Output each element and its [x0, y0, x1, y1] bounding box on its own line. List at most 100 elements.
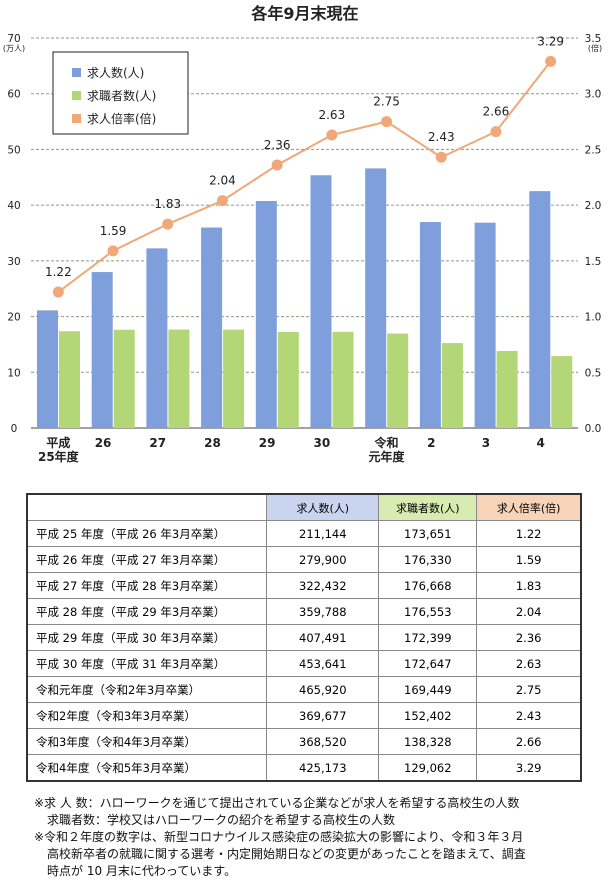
chart: 各年9月末現在 0 0.0 10 0.5 20 1.0 30 1.5 40 2.0 50 2.5 60 3.…: [3, 4, 602, 464]
table-row: 平成 27 年度（平成 28 年3月卒業） 322,432 176,668 1.83: [26, 572, 582, 599]
row-label: 令和3年度（令和4年3月卒業）: [26, 728, 268, 755]
right-tick-label: 2.0: [585, 200, 602, 212]
table-row: 令和元年度（令和2年3月卒業） 465,920 169,449 2.75: [26, 676, 582, 703]
data-table: 求人数(人) 求職者数(人) 求人倍率(倍) 平成 25 年度（平成 26 年3月卒…: [26, 493, 582, 782]
right-tick-label: 0.0: [585, 423, 602, 435]
table-cell: 369,677: [266, 702, 380, 729]
ratio-label: 2.04: [209, 174, 236, 188]
column-header: 求人倍率(倍): [476, 493, 582, 521]
table-cell: 368,520: [266, 728, 380, 755]
column-header: 求人数(人): [266, 493, 380, 521]
row-label: 平成 26 年度（平成 27 年3月卒業）: [26, 546, 268, 573]
row-label: 令和4年度（令和5年3月卒業）: [26, 754, 268, 782]
bar-job-openings: [365, 168, 387, 428]
table-cell: 138,328: [378, 728, 478, 755]
table-cell: 1.59: [476, 546, 582, 573]
row-label: 令和元年度（令和2年3月卒業）: [26, 676, 268, 703]
ratio-point: [490, 126, 502, 138]
bar-job-seekers: [277, 331, 299, 428]
right-tick-label: 2.5: [585, 144, 602, 156]
x-tick-label: 4: [536, 436, 544, 450]
legend-box: [52, 51, 189, 135]
table-cell: 129,062: [378, 754, 478, 782]
ratio-point: [52, 286, 64, 298]
right-axis-unit: (倍): [588, 43, 602, 53]
note-3: ※令和２年度の数字は、新型コロナウイルス感染症の感染拡大の影響により、令和３年３…: [34, 830, 524, 844]
ratio-label: 2.75: [373, 95, 400, 109]
table-row: 令和3年度（令和4年3月卒業） 368,520 138,328 2.66: [26, 728, 582, 755]
ratio-label: 2.36: [264, 138, 291, 152]
table-cell: 1.83: [476, 572, 582, 599]
legend-label: 求人数(人): [87, 65, 144, 80]
left-tick-label: 50: [7, 144, 20, 156]
row-label: 平成 30 年度（平成 31 年3月卒業）: [26, 650, 268, 677]
bar-job-seekers: [551, 356, 573, 428]
right-tick-label: 0.5: [585, 367, 602, 379]
bar-job-seekers: [496, 350, 518, 428]
left-tick-label: 40: [7, 200, 20, 212]
left-tick-label: 0: [11, 423, 18, 435]
table-cell: 2.63: [476, 650, 582, 677]
bar-job-seekers: [441, 343, 463, 428]
table-cell: 176,553: [378, 598, 478, 625]
table-cell: 2.04: [476, 598, 582, 625]
bar-job-seekers: [332, 331, 354, 428]
table-row: 令和4年度（令和5年3月卒業） 425,173 129,062 3.29: [26, 754, 582, 782]
row-label: 平成 28 年度（平成 29 年3月卒業）: [26, 598, 268, 625]
bar-job-seekers: [113, 329, 135, 428]
table-header-row: 求人数(人) 求職者数(人) 求人倍率(倍): [26, 493, 582, 521]
table-cell: 152,402: [378, 702, 478, 729]
table-cell: 211,144: [266, 520, 380, 547]
ratio-label: 1.22: [45, 265, 72, 279]
x-tick-label: 3: [482, 436, 490, 450]
table-cell: 2.75: [476, 676, 582, 703]
right-tick-label: 1.0: [585, 312, 602, 324]
table-row: 平成 30 年度（平成 31 年3月卒業） 453,641 172,647 2.63: [26, 650, 582, 677]
right-tick-label: 1.5: [585, 256, 602, 268]
ratio-label: 1.83: [154, 197, 181, 211]
right-tick-label: 3.5: [585, 33, 602, 45]
bar-job-openings: [529, 191, 551, 428]
bar-job-openings: [474, 222, 496, 428]
ratio-point: [381, 116, 393, 128]
footnotes: ※求 人 数：ハローワークを通じて提出されている企業などが求人を希望する高校生の…: [34, 795, 526, 880]
legend-swatch: [72, 68, 81, 77]
bar-job-openings: [255, 200, 277, 428]
table-cell: 425,173: [266, 754, 380, 782]
table-cell: 322,432: [266, 572, 380, 599]
table-cell: 2.66: [476, 728, 582, 755]
ratio-point: [216, 195, 228, 207]
bar-job-openings: [419, 222, 441, 428]
left-tick-label: 60: [7, 89, 20, 101]
table-cell: 2.36: [476, 624, 582, 651]
table-row: 令和2年度（令和3年3月卒業） 369,677 152,402 2.43: [26, 702, 582, 729]
ratio-point: [326, 129, 338, 141]
bar-job-seekers: [387, 333, 409, 428]
bar-job-seekers: [223, 329, 245, 428]
left-tick-label: 70: [7, 33, 20, 45]
legend-swatch: [72, 114, 81, 123]
table-row: 平成 26 年度（平成 27 年3月卒業） 279,900 176,330 1.59: [26, 546, 582, 573]
table-cell: 359,788: [266, 598, 380, 625]
legend-label: 求人倍率(倍): [87, 111, 156, 126]
row-label: 平成 25 年度（平成 26 年3月卒業）: [26, 520, 268, 547]
note-5: 時点が 10 月末に代わっています。: [47, 864, 237, 878]
table-row: 平成 29 年度（平成 30 年3月卒業） 407,491 172,399 2.36: [26, 624, 582, 651]
left-tick-label: 30: [7, 256, 20, 268]
table-cell: 2.43: [476, 702, 582, 729]
ratio-point: [162, 218, 174, 230]
x-tick-label: 25年度: [38, 449, 80, 464]
table-cell: 279,900: [266, 546, 380, 573]
table-row: 平成 25 年度（平成 26 年3月卒業） 211,144 173,651 1.22: [26, 520, 582, 547]
x-tick-label: 28: [204, 436, 221, 450]
ratio-point: [271, 159, 283, 171]
legend-label: 求職者数(人): [87, 88, 156, 103]
ratio-line: [57, 60, 552, 293]
table-cell: 1.22: [476, 520, 582, 547]
ratio-label: 2.63: [318, 108, 345, 122]
table-cell: 176,330: [378, 546, 478, 573]
x-tick-label: 27: [149, 436, 166, 450]
table-row: 平成 28 年度（平成 29 年3月卒業） 359,788 176,553 2.04: [26, 598, 582, 625]
note-1: ※求 人 数：ハローワークを通じて提出されている企業などが求人を希望する高校生の…: [34, 796, 520, 810]
row-label: 平成 27 年度（平成 28 年3月卒業）: [26, 572, 268, 599]
